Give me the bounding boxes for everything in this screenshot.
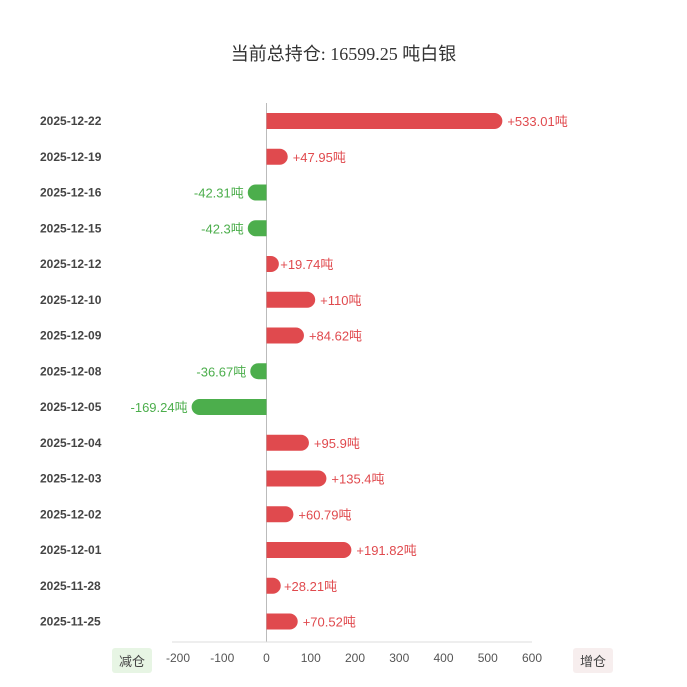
x-tick-label: 100	[301, 651, 321, 665]
data-label: +19.74吨	[280, 257, 333, 272]
data-label: -36.67吨	[196, 364, 246, 379]
category-label: 2025-12-15	[40, 221, 102, 235]
bar	[266, 291, 316, 308]
data-label: -42.31吨	[194, 186, 244, 201]
chart-title: 当前总持仓: 16599.25 吨白银	[230, 44, 457, 64]
x-tick-label: -200	[166, 651, 190, 665]
data-label: +28.21吨	[284, 579, 337, 594]
increase-badge: 增仓	[573, 648, 614, 673]
category-label: 2025-12-04	[40, 436, 102, 450]
bar	[250, 363, 267, 380]
data-label: +95.9吨	[314, 436, 360, 451]
bar	[191, 399, 267, 415]
category-label: 2025-12-05	[40, 400, 102, 414]
x-tick-label: 400	[433, 651, 453, 665]
bar	[247, 220, 267, 237]
bar	[266, 434, 309, 451]
bar	[266, 327, 304, 344]
category-label: 2025-12-03	[40, 472, 102, 486]
category-label: 2025-12-22	[40, 114, 102, 128]
data-label: -169.24吨	[131, 400, 188, 415]
category-label: 2025-12-12	[40, 257, 102, 271]
category-label: 2025-12-08	[40, 364, 102, 378]
bar	[266, 148, 288, 165]
bar	[266, 470, 327, 487]
bar	[266, 542, 352, 558]
data-label: +191.82吨	[356, 543, 416, 558]
category-label: 2025-12-02	[40, 507, 102, 521]
data-label: +60.79吨	[298, 507, 351, 522]
bar	[247, 184, 267, 201]
category-label: 2025-11-25	[40, 615, 101, 629]
bar	[266, 613, 298, 630]
bar	[266, 256, 279, 272]
bar	[266, 577, 281, 594]
data-label: +84.62吨	[309, 329, 362, 344]
data-label: +47.95吨	[293, 150, 346, 165]
category-label: 2025-12-16	[40, 186, 102, 200]
x-tick-label: 0	[263, 651, 270, 665]
category-label: 2025-12-19	[40, 150, 102, 164]
x-tick-label: -100	[210, 651, 234, 665]
data-label: +110吨	[320, 293, 361, 308]
x-tick-label: 200	[345, 651, 365, 665]
data-label: +533.01吨	[507, 114, 567, 129]
data-label: +70.52吨	[303, 615, 356, 630]
x-tick-label: 600	[522, 651, 542, 665]
x-tick-label: 300	[389, 651, 409, 665]
category-label: 2025-12-01	[40, 543, 102, 557]
data-label: +135.4吨	[331, 472, 384, 487]
decrease-badge: 减仓	[112, 648, 153, 673]
data-label: -42.3吨	[201, 221, 244, 236]
category-label: 2025-12-10	[40, 293, 102, 307]
category-label: 2025-12-09	[40, 329, 102, 343]
bar	[266, 113, 503, 129]
bar	[266, 506, 294, 523]
category-label: 2025-11-28	[40, 579, 101, 593]
x-tick-label: 500	[478, 651, 498, 665]
